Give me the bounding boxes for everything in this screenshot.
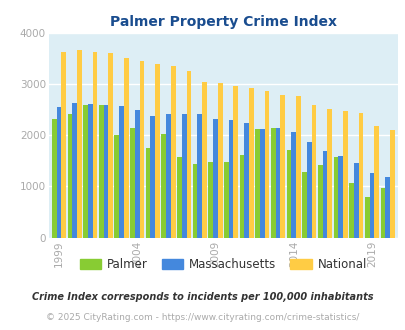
Bar (83, 105, 87, 238)
Bar (145, 148, 150, 238)
Bar (295, 96, 300, 238)
Bar (213, 119, 217, 238)
Bar (348, 183, 353, 238)
Bar (255, 129, 260, 238)
Bar (275, 128, 280, 238)
Bar (72, 103, 77, 238)
Bar (249, 88, 253, 238)
Bar (358, 113, 362, 238)
Bar (244, 123, 249, 238)
Bar (380, 188, 384, 238)
Bar (177, 157, 181, 238)
Bar (181, 114, 186, 238)
Bar (103, 105, 108, 238)
Bar (373, 126, 378, 238)
Bar (56, 107, 61, 238)
Bar (139, 61, 144, 238)
Bar (306, 143, 311, 238)
Bar (280, 95, 284, 238)
Bar (311, 105, 315, 238)
Bar (264, 91, 269, 238)
Bar (98, 105, 103, 238)
Bar (342, 111, 347, 238)
Bar (239, 155, 244, 238)
Text: © 2025 CityRating.com - https://www.cityrating.com/crime-statistics/: © 2025 CityRating.com - https://www.city… (46, 313, 359, 322)
Bar (77, 50, 81, 238)
Bar (61, 52, 66, 238)
Bar (322, 150, 326, 238)
Bar (171, 66, 175, 238)
Title: Palmer Property Crime Index: Palmer Property Crime Index (109, 15, 336, 29)
Bar (192, 164, 197, 238)
Bar (384, 177, 389, 238)
Bar (166, 114, 171, 238)
Bar (369, 173, 373, 238)
Bar (317, 165, 322, 238)
Bar (353, 163, 358, 238)
Bar (202, 82, 207, 238)
Bar (364, 197, 369, 238)
Bar (108, 53, 113, 238)
Bar (271, 128, 275, 238)
Bar (326, 109, 331, 238)
Bar (87, 104, 92, 238)
Bar (291, 132, 295, 238)
Bar (233, 86, 238, 238)
Bar (197, 114, 202, 238)
Bar (333, 157, 337, 238)
Bar (337, 156, 342, 238)
Bar (217, 82, 222, 238)
Legend: Palmer, Massachusetts, National: Palmer, Massachusetts, National (75, 253, 371, 276)
Bar (161, 134, 166, 238)
Bar (119, 106, 124, 238)
Bar (260, 129, 264, 238)
Bar (208, 162, 213, 238)
Bar (186, 71, 191, 238)
Bar (155, 64, 160, 238)
Bar (134, 110, 139, 238)
Bar (114, 135, 119, 238)
Bar (67, 114, 72, 238)
Bar (228, 120, 233, 238)
Bar (124, 57, 128, 238)
Bar (224, 162, 228, 238)
Text: Crime Index corresponds to incidents per 100,000 inhabitants: Crime Index corresponds to incidents per… (32, 292, 373, 302)
Bar (130, 128, 134, 238)
Bar (389, 130, 394, 238)
Bar (92, 52, 97, 238)
Bar (286, 149, 291, 238)
Bar (302, 172, 306, 238)
Bar (150, 116, 155, 238)
Bar (52, 119, 56, 238)
